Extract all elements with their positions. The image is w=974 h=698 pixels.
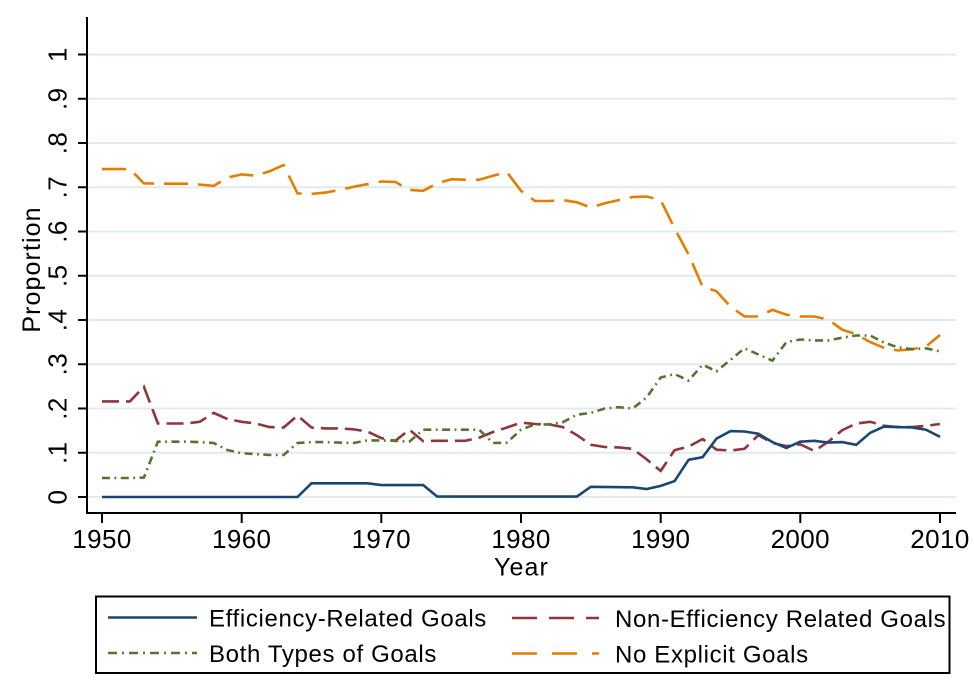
svg-text:.2: .2 [43, 397, 73, 419]
svg-text:.4: .4 [43, 309, 73, 331]
svg-text:1950: 1950 [72, 524, 131, 554]
svg-text:.3: .3 [43, 353, 73, 375]
svg-text:Both Types of Goals: Both Types of Goals [209, 641, 437, 668]
svg-text:Non-Efficiency Related Goals: Non-Efficiency Related Goals [615, 606, 946, 633]
svg-text:1980: 1980 [491, 524, 550, 554]
svg-text:Year: Year [494, 554, 549, 582]
svg-text:1990: 1990 [631, 524, 690, 554]
svg-text:Efficiency-Related Goals: Efficiency-Related Goals [209, 606, 487, 633]
svg-text:1: 1 [43, 47, 73, 62]
svg-text:1970: 1970 [352, 524, 411, 554]
svg-text:1960: 1960 [212, 524, 271, 554]
svg-text:0: 0 [43, 490, 73, 505]
svg-text:.5: .5 [43, 265, 73, 287]
svg-text:2010: 2010 [910, 524, 969, 554]
svg-text:.1: .1 [43, 442, 73, 464]
svg-text:.9: .9 [43, 88, 73, 110]
svg-text:No Explicit Goals: No Explicit Goals [615, 642, 809, 669]
svg-text:.7: .7 [43, 176, 73, 198]
svg-text:.8: .8 [43, 132, 73, 154]
svg-text:2000: 2000 [771, 524, 830, 554]
svg-text:.6: .6 [43, 220, 73, 242]
svg-text:Proportion: Proportion [18, 206, 46, 332]
